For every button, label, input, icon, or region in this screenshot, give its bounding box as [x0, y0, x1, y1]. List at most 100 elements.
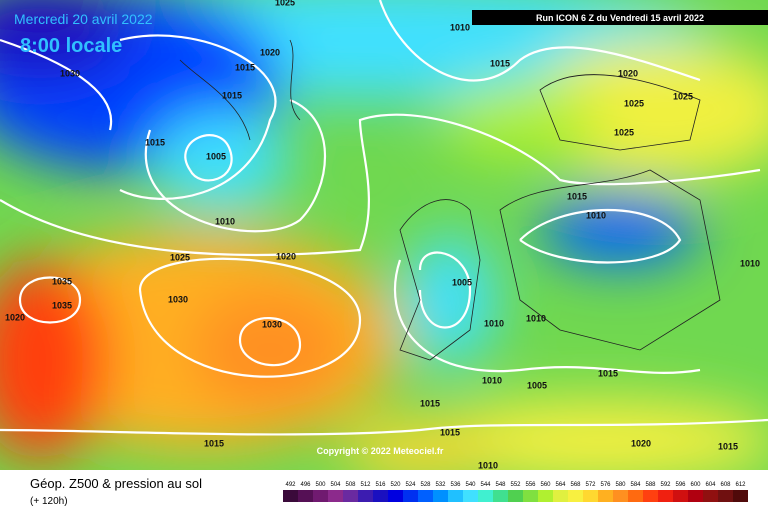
color-swatch — [313, 490, 328, 502]
color-scale-label: 520 — [390, 482, 401, 488]
color-scale-label: 604 — [705, 482, 716, 488]
color-swatch — [523, 490, 538, 502]
color-swatch — [658, 490, 673, 502]
color-scale-label: 540 — [465, 482, 476, 488]
isobar-label: 1015 — [204, 438, 224, 448]
color-scale-label: 512 — [360, 482, 371, 488]
color-scale-label: 556 — [525, 482, 536, 488]
color-swatch — [298, 490, 313, 502]
color-swatch — [538, 490, 553, 502]
color-scale-label: 528 — [420, 482, 431, 488]
run-label: Run ICON 6 Z du Vendredi 15 avril 2022 — [536, 13, 704, 23]
color-swatch — [478, 490, 493, 502]
isobar-label: 1015 — [420, 398, 440, 408]
isobar-label: 1030 — [60, 68, 80, 78]
color-swatch — [688, 490, 703, 502]
color-scale-label: 560 — [540, 482, 551, 488]
isobar-label: 1035 — [52, 276, 72, 286]
map-area — [0, 0, 768, 470]
color-scale-label: 572 — [585, 482, 596, 488]
color-swatch — [463, 490, 478, 502]
isobar-label: 1010 — [450, 22, 470, 32]
color-swatch — [493, 490, 508, 502]
isobar-label: 1015 — [567, 191, 587, 201]
date-label: Mercredi 20 avril 2022 — [14, 11, 153, 27]
color-scale-label: 600 — [690, 482, 701, 488]
color-swatch — [403, 490, 418, 502]
color-scale-label: 504 — [330, 482, 341, 488]
color-scale-label: 596 — [675, 482, 686, 488]
isobar-label: 1025 — [624, 98, 644, 108]
isobar-label: 1010 — [215, 216, 235, 226]
color-scale-label: 584 — [630, 482, 641, 488]
color-swatch — [328, 490, 343, 502]
color-scale-label: 588 — [645, 482, 656, 488]
color-scale-label: 508 — [345, 482, 356, 488]
isobar-label: 1030 — [262, 319, 282, 329]
color-scale-label: 580 — [615, 482, 626, 488]
color-swatch — [568, 490, 583, 502]
isobar-label: 1015 — [598, 368, 618, 378]
color-swatch — [598, 490, 613, 502]
isobar-label: 1010 — [586, 210, 606, 220]
color-swatch — [703, 490, 718, 502]
isobar-label: 1025 — [170, 252, 190, 262]
color-swatch — [358, 490, 373, 502]
color-scale-label: 592 — [660, 482, 671, 488]
isobar-label: 1020 — [5, 312, 25, 322]
isobar-label: 1030 — [168, 294, 188, 304]
copyright: Copyright © 2022 Meteociel.fr — [317, 446, 444, 456]
color-scale-label: 492 — [285, 482, 296, 488]
run-banner — [472, 10, 768, 25]
isobar-label: 1025 — [614, 127, 634, 137]
isobar-label: 1020 — [276, 251, 296, 261]
color-scale-label: 496 — [300, 482, 311, 488]
color-swatch — [448, 490, 463, 502]
color-scale-label: 532 — [435, 482, 446, 488]
color-swatch — [643, 490, 658, 502]
color-swatch — [388, 490, 403, 502]
color-scale-label: 552 — [510, 482, 521, 488]
color-scale-label: 568 — [570, 482, 581, 488]
color-swatch — [508, 490, 523, 502]
color-swatch — [553, 490, 568, 502]
color-scale-label: 548 — [495, 482, 506, 488]
color-swatch — [418, 490, 433, 502]
color-scale-label: 608 — [720, 482, 731, 488]
color-scale-label: 524 — [405, 482, 416, 488]
isobar-label: 1015 — [222, 90, 242, 100]
isobar-label: 1020 — [631, 438, 651, 448]
time-label: 8:00 locale — [20, 35, 122, 57]
color-swatch — [283, 490, 298, 502]
color-swatch — [613, 490, 628, 502]
isobar-label: 1015 — [145, 137, 165, 147]
isobar-label: 1020 — [618, 68, 638, 78]
isobar-label: 1015 — [440, 427, 460, 437]
isobar-label: 1010 — [526, 313, 546, 323]
color-swatch — [373, 490, 388, 502]
color-swatch — [433, 490, 448, 502]
footer-title: Géop. Z500 & pression au sol — [30, 476, 202, 491]
color-swatch — [343, 490, 358, 502]
isobar-label: 1015 — [718, 441, 738, 451]
color-scale-label: 576 — [600, 482, 611, 488]
color-scale-label: 516 — [375, 482, 386, 488]
isobar-label: 1005 — [527, 380, 547, 390]
isobar-label: 1010 — [482, 375, 502, 385]
color-scale-label: 500 — [315, 482, 326, 488]
color-swatch — [718, 490, 733, 502]
color-scale-label: 536 — [450, 482, 461, 488]
isobar-label: 1020 — [260, 47, 280, 57]
isobar-label: 1025 — [275, 0, 295, 7]
footer-lead: (+ 120h) — [30, 496, 68, 507]
color-swatch — [733, 490, 748, 502]
color-scale-label: 544 — [480, 482, 491, 488]
color-scale-label: 612 — [735, 482, 746, 488]
isobar-label: 1010 — [484, 318, 504, 328]
color-swatch — [673, 490, 688, 502]
color-scale-label: 564 — [555, 482, 566, 488]
isobar-label: 1005 — [452, 277, 472, 287]
isobar-label: 1015 — [490, 58, 510, 68]
color-swatch — [583, 490, 598, 502]
